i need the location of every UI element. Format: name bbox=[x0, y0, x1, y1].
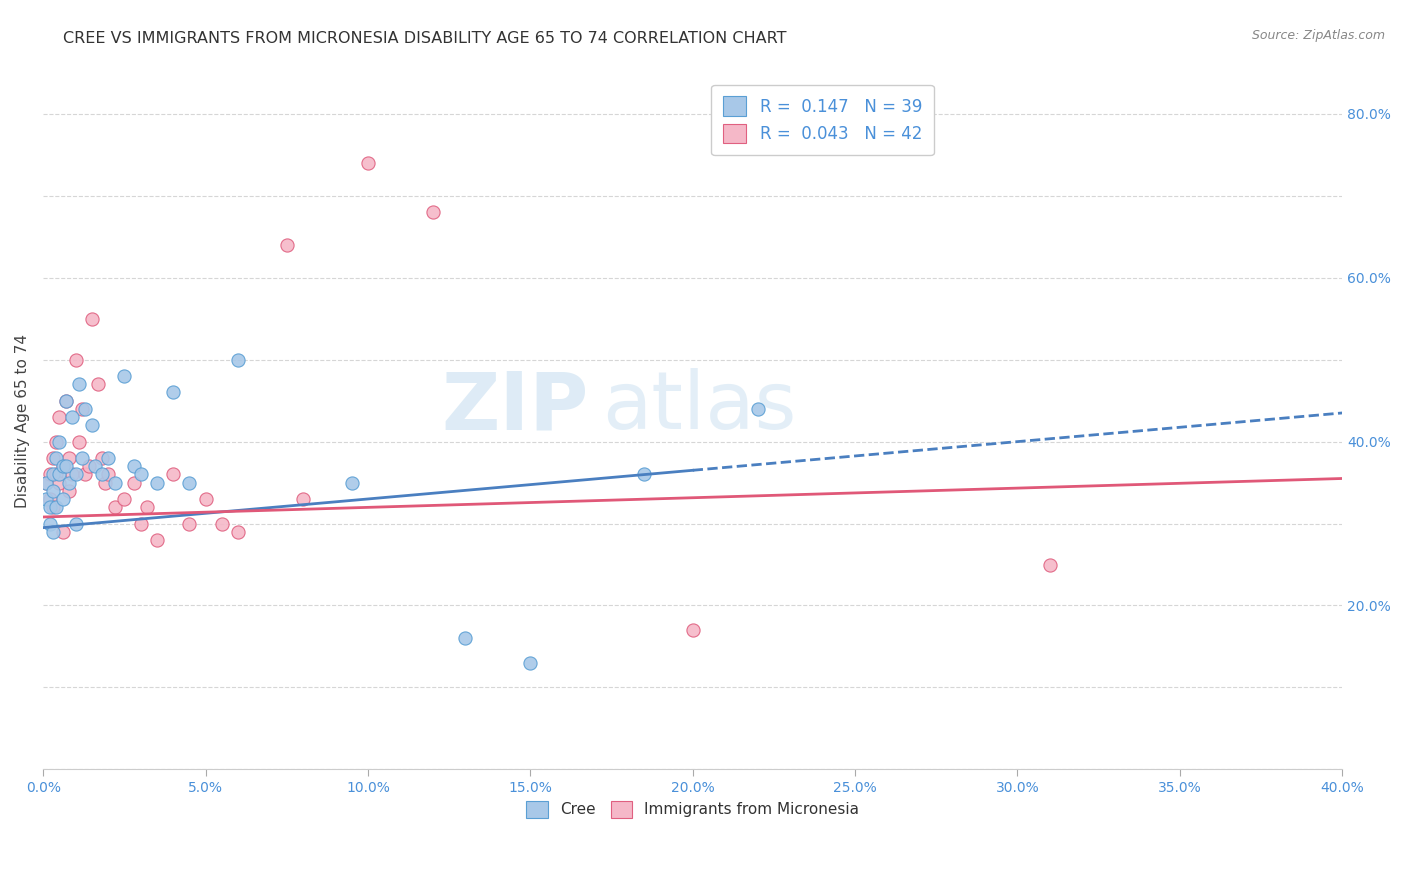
Y-axis label: Disability Age 65 to 74: Disability Age 65 to 74 bbox=[15, 334, 30, 508]
Point bbox=[58, 475, 80, 490]
Point bbox=[38, 516, 60, 531]
Point bbox=[42, 450, 65, 465]
Text: ZIP: ZIP bbox=[441, 368, 589, 446]
Point bbox=[84, 459, 107, 474]
Point bbox=[104, 500, 127, 515]
Point bbox=[1039, 558, 1062, 572]
Point bbox=[179, 516, 201, 531]
Point bbox=[55, 393, 77, 408]
Point bbox=[48, 434, 70, 449]
Point bbox=[65, 516, 87, 531]
Point bbox=[104, 475, 127, 490]
Point bbox=[48, 475, 70, 490]
Point bbox=[162, 385, 184, 400]
Point bbox=[42, 500, 65, 515]
Point bbox=[80, 418, 103, 433]
Point bbox=[90, 450, 112, 465]
Point bbox=[65, 467, 87, 482]
Point bbox=[75, 467, 97, 482]
Text: Source: ZipAtlas.com: Source: ZipAtlas.com bbox=[1251, 29, 1385, 42]
Point bbox=[179, 475, 201, 490]
Point bbox=[45, 467, 67, 482]
Point bbox=[45, 500, 67, 515]
Point bbox=[112, 491, 135, 506]
Legend: Cree, Immigrants from Micronesia: Cree, Immigrants from Micronesia bbox=[520, 795, 866, 824]
Point bbox=[162, 467, 184, 482]
Point bbox=[340, 475, 363, 490]
Point bbox=[136, 500, 159, 515]
Point bbox=[211, 516, 233, 531]
Point bbox=[292, 491, 315, 506]
Point bbox=[38, 491, 60, 506]
Point bbox=[75, 401, 97, 416]
Point bbox=[682, 623, 704, 637]
Point bbox=[52, 459, 75, 474]
Point bbox=[357, 156, 380, 170]
Point bbox=[194, 491, 217, 506]
Point bbox=[226, 352, 249, 367]
Point bbox=[146, 475, 169, 490]
Point bbox=[42, 524, 65, 539]
Point bbox=[146, 533, 169, 547]
Point bbox=[52, 491, 75, 506]
Point bbox=[633, 467, 655, 482]
Point bbox=[122, 475, 145, 490]
Point bbox=[67, 377, 90, 392]
Point bbox=[422, 205, 444, 219]
Point bbox=[38, 500, 60, 515]
Point bbox=[97, 467, 120, 482]
Point bbox=[747, 401, 769, 416]
Point bbox=[129, 516, 152, 531]
Point bbox=[122, 459, 145, 474]
Point bbox=[226, 524, 249, 539]
Point bbox=[58, 483, 80, 498]
Point bbox=[62, 410, 84, 425]
Point bbox=[97, 450, 120, 465]
Point bbox=[42, 483, 65, 498]
Point bbox=[65, 352, 87, 367]
Point bbox=[70, 450, 93, 465]
Point bbox=[35, 475, 58, 490]
Point bbox=[42, 467, 65, 482]
Point bbox=[129, 467, 152, 482]
Point bbox=[454, 632, 477, 646]
Point bbox=[45, 450, 67, 465]
Point bbox=[276, 238, 298, 252]
Text: atlas: atlas bbox=[602, 368, 796, 446]
Point bbox=[48, 467, 70, 482]
Point bbox=[55, 459, 77, 474]
Point bbox=[94, 475, 117, 490]
Point bbox=[55, 393, 77, 408]
Point bbox=[52, 524, 75, 539]
Point bbox=[52, 459, 75, 474]
Point bbox=[38, 467, 60, 482]
Point bbox=[35, 491, 58, 506]
Text: CREE VS IMMIGRANTS FROM MICRONESIA DISABILITY AGE 65 TO 74 CORRELATION CHART: CREE VS IMMIGRANTS FROM MICRONESIA DISAB… bbox=[63, 31, 787, 46]
Point bbox=[87, 377, 110, 392]
Point bbox=[58, 450, 80, 465]
Point bbox=[519, 656, 541, 670]
Point bbox=[67, 434, 90, 449]
Point bbox=[80, 311, 103, 326]
Point bbox=[62, 467, 84, 482]
Point bbox=[35, 475, 58, 490]
Point bbox=[45, 434, 67, 449]
Point bbox=[70, 401, 93, 416]
Point bbox=[112, 369, 135, 384]
Point bbox=[77, 459, 100, 474]
Point bbox=[48, 410, 70, 425]
Point bbox=[90, 467, 112, 482]
